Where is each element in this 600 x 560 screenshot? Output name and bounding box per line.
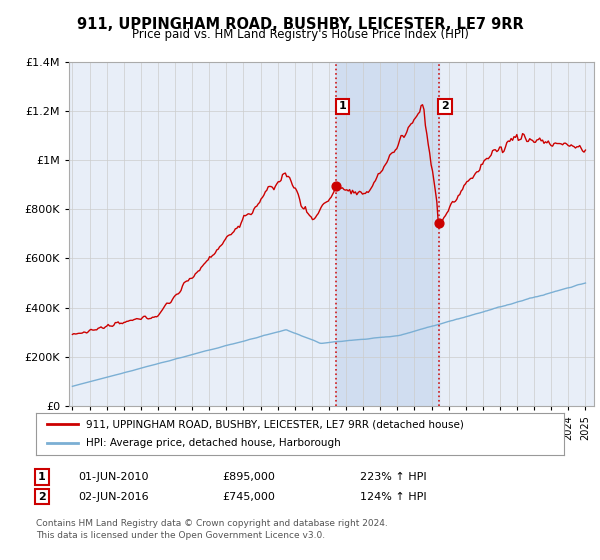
- Text: Price paid vs. HM Land Registry's House Price Index (HPI): Price paid vs. HM Land Registry's House …: [131, 28, 469, 41]
- Text: 124% ↑ HPI: 124% ↑ HPI: [360, 492, 427, 502]
- Text: 2: 2: [38, 492, 46, 502]
- Text: £895,000: £895,000: [222, 472, 275, 482]
- Text: This data is licensed under the Open Government Licence v3.0.: This data is licensed under the Open Gov…: [36, 531, 325, 540]
- Text: Contains HM Land Registry data © Crown copyright and database right 2024.: Contains HM Land Registry data © Crown c…: [36, 519, 388, 528]
- Text: 01-JUN-2010: 01-JUN-2010: [78, 472, 149, 482]
- Bar: [336, 62, 439, 406]
- Text: 1: 1: [38, 472, 46, 482]
- Text: 911, UPPINGHAM ROAD, BUSHBY, LEICESTER, LE7 9RR: 911, UPPINGHAM ROAD, BUSHBY, LEICESTER, …: [77, 17, 523, 32]
- Text: 02-JUN-2016: 02-JUN-2016: [78, 492, 149, 502]
- Point: [331, 181, 341, 190]
- Text: £745,000: £745,000: [222, 492, 275, 502]
- Text: 1: 1: [338, 101, 346, 111]
- Text: HPI: Average price, detached house, Harborough: HPI: Average price, detached house, Harb…: [86, 438, 341, 449]
- Text: 223% ↑ HPI: 223% ↑ HPI: [360, 472, 427, 482]
- Text: 911, UPPINGHAM ROAD, BUSHBY, LEICESTER, LE7 9RR (detached house): 911, UPPINGHAM ROAD, BUSHBY, LEICESTER, …: [86, 419, 464, 429]
- Text: 2: 2: [441, 101, 449, 111]
- Point: [434, 218, 443, 227]
